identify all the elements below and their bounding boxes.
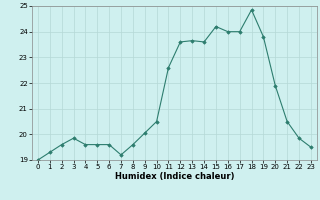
X-axis label: Humidex (Indice chaleur): Humidex (Indice chaleur) <box>115 172 234 181</box>
